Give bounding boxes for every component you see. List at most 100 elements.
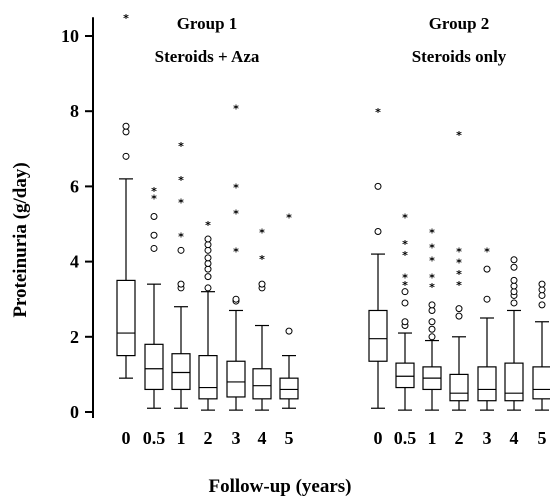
- y-tick-label: 6: [70, 176, 79, 196]
- outlier-point: [204, 265, 212, 273]
- extreme-point: *: [402, 249, 408, 262]
- box-1-1: * * * *: [171, 140, 191, 409]
- box-2-5: [532, 280, 550, 411]
- extreme-point: *: [484, 245, 490, 258]
- extreme-point: *: [456, 129, 462, 142]
- outlier-point: [510, 256, 518, 264]
- box-2-0: *: [368, 106, 388, 409]
- y-axis: 0 2 4 6 8 10: [61, 17, 94, 422]
- outlier-point: [428, 318, 436, 326]
- outlier-point: [538, 291, 546, 299]
- extreme-point: *: [233, 245, 239, 258]
- outlier-point: [428, 333, 436, 341]
- outlier-point: [483, 265, 491, 273]
- outlier-point: [285, 327, 293, 335]
- outlier-point: [428, 301, 436, 309]
- outlier-point: [510, 263, 518, 271]
- iqr-box: [532, 366, 550, 400]
- extreme-point: *: [123, 12, 129, 25]
- box-2-1: *****: [422, 227, 442, 411]
- outlier-point: [538, 286, 546, 294]
- outlier-point: [204, 241, 212, 249]
- outlier-point: [204, 254, 212, 262]
- iqr-box: [368, 309, 388, 362]
- extreme-point: *: [456, 279, 462, 292]
- extreme-point: *: [178, 174, 184, 187]
- outlier-point: [374, 228, 382, 236]
- outlier-point: [538, 301, 546, 309]
- outlier-point: [455, 305, 463, 313]
- iqr-box: [116, 279, 136, 357]
- y-tick-label: 0: [70, 402, 79, 422]
- box-1-3: * * * *: [226, 102, 246, 411]
- extreme-point: *: [151, 185, 157, 198]
- outlier-point: [204, 246, 212, 254]
- group-title: Group 1: [177, 14, 238, 33]
- x-tick-labels: 0 0.5 1 2 3 4 5 0 0.5 1 2 3 4 5: [122, 428, 547, 448]
- x-tick-label: 0.5: [143, 428, 166, 448]
- outlier-point: [401, 288, 409, 296]
- outlier-point: [455, 312, 463, 320]
- extreme-point: *: [402, 272, 408, 285]
- extreme-point: *: [402, 238, 408, 251]
- extreme-point: *: [402, 279, 408, 292]
- x-tick-label: 0: [122, 428, 131, 448]
- x-tick-label: 4: [510, 428, 519, 448]
- extreme-point: *: [286, 211, 292, 224]
- box-1-0: *: [116, 12, 136, 379]
- outlier-point: [177, 280, 185, 288]
- x-tick-label: 1: [177, 428, 186, 448]
- box-1-5: *: [279, 211, 299, 409]
- outlier-point: [204, 235, 212, 243]
- iqr-box: [171, 353, 191, 391]
- extreme-point: *: [259, 253, 265, 266]
- extreme-point: *: [205, 219, 211, 232]
- group-subtitle: Steroids + Aza: [155, 47, 260, 66]
- iqr-box: [144, 343, 164, 391]
- outlier-point: [122, 128, 130, 136]
- y-tick-label: 2: [70, 327, 79, 347]
- outlier-point: [204, 284, 212, 292]
- x-tick-label: 3: [483, 428, 492, 448]
- extreme-point: *: [233, 181, 239, 194]
- outlier-point: [374, 182, 382, 190]
- extreme-point: *: [151, 193, 157, 206]
- outlier-point: [150, 231, 158, 239]
- outlier-point: [510, 282, 518, 290]
- iqr-box: [395, 362, 415, 389]
- extreme-point: *: [178, 230, 184, 243]
- extreme-point: *: [402, 211, 408, 224]
- box-1-2: *: [198, 219, 218, 411]
- iqr-box: [504, 362, 524, 402]
- extreme-point: *: [456, 257, 462, 270]
- y-tick-label: 10: [61, 26, 79, 46]
- outlier-point: [122, 122, 130, 130]
- extreme-point: *: [233, 102, 239, 115]
- outlier-point: [204, 273, 212, 281]
- extreme-point: *: [178, 196, 184, 209]
- x-tick-label: 2: [455, 428, 464, 448]
- box-2-0.5: *****: [395, 211, 415, 411]
- outlier-point: [510, 276, 518, 284]
- outlier-point: [538, 280, 546, 288]
- y-axis-label: Proteinuria (g/day): [10, 162, 31, 317]
- x-tick-label: 0: [374, 428, 383, 448]
- outlier-point: [401, 299, 409, 307]
- outlier-point: [177, 246, 185, 254]
- outlier-point: [150, 244, 158, 252]
- iqr-box: [198, 355, 218, 400]
- x-tick-label: 5: [538, 428, 547, 448]
- extreme-point: *: [429, 255, 435, 268]
- box-2-3: *: [477, 245, 497, 411]
- extreme-point: *: [429, 242, 435, 255]
- extreme-point: *: [429, 272, 435, 285]
- outlier-point: [428, 306, 436, 314]
- box-1-4: **: [252, 227, 272, 411]
- boxes: ********************************: [116, 12, 550, 411]
- outlier-point: [150, 212, 158, 220]
- iqr-box: [252, 368, 272, 400]
- box-2-2: *****: [449, 129, 469, 411]
- outlier-point: [232, 295, 240, 303]
- outlier-point: [483, 295, 491, 303]
